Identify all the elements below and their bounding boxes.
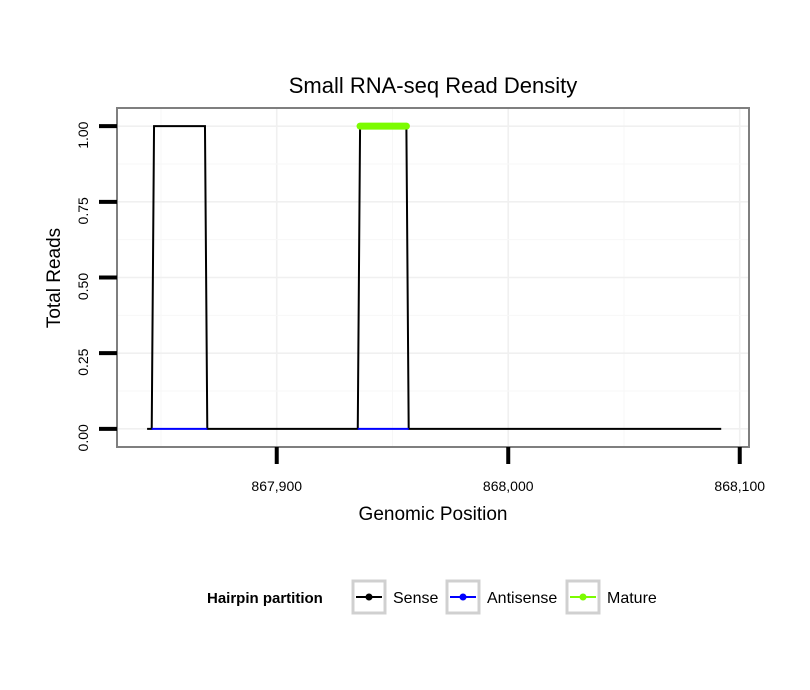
y-tick-label: 0.00 <box>75 424 91 451</box>
series-layer <box>147 122 722 430</box>
legend-label: Mature <box>607 590 657 607</box>
x-tick-label: 867,900 <box>251 478 302 494</box>
legend-label: Antisense <box>487 590 557 607</box>
y-axis-title: Total Reads <box>44 228 65 328</box>
x-tick-label: 868,100 <box>714 478 765 494</box>
y-tick-label: 0.75 <box>75 197 91 224</box>
legend: Hairpin partition Sense Antisense Mature <box>207 579 657 615</box>
series-sense-line <box>147 125 722 430</box>
legend-key-point <box>579 593 587 601</box>
legend-label: Sense <box>393 590 438 607</box>
y-tick-label: 0.50 <box>75 273 91 300</box>
x-tick-label: 868,000 <box>483 478 534 494</box>
x-axis-title: Genomic Position <box>359 504 508 525</box>
legend-key-point <box>459 593 467 601</box>
legend-items: Sense Antisense Mature <box>351 579 657 615</box>
chart-title: Small RNA-seq Read Density <box>289 73 578 98</box>
y-tick-label: 0.25 <box>75 348 91 375</box>
grid <box>117 108 749 447</box>
y-tick-label: 1.00 <box>75 121 91 148</box>
axes: 867,900 868,000 868,100 0.00 0.25 0.50 0.75 1.0… <box>75 121 765 494</box>
legend-key-point <box>365 593 373 601</box>
legend-title: Hairpin partition <box>207 590 323 607</box>
